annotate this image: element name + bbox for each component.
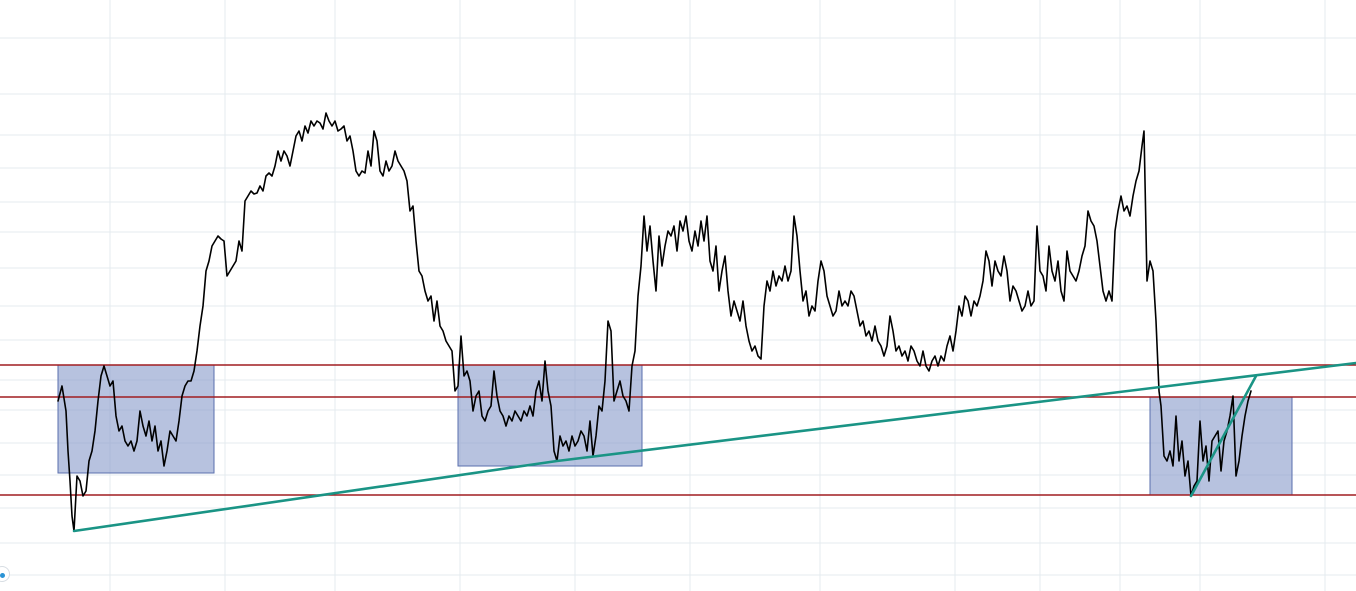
consolidation-zone [57, 364, 215, 474]
consolidation-zone [457, 364, 643, 467]
consolidation-zones [57, 364, 1293, 496]
price-line [57, 112, 1252, 532]
horizontal-levels [0, 364, 1356, 496]
trend-line [1189, 374, 1258, 498]
top-left-label: ~~~ [62, 0, 81, 3]
consolidation-zone [1149, 396, 1293, 496]
trend-line [72, 361, 1356, 533]
price-series-layer [57, 112, 1356, 533]
